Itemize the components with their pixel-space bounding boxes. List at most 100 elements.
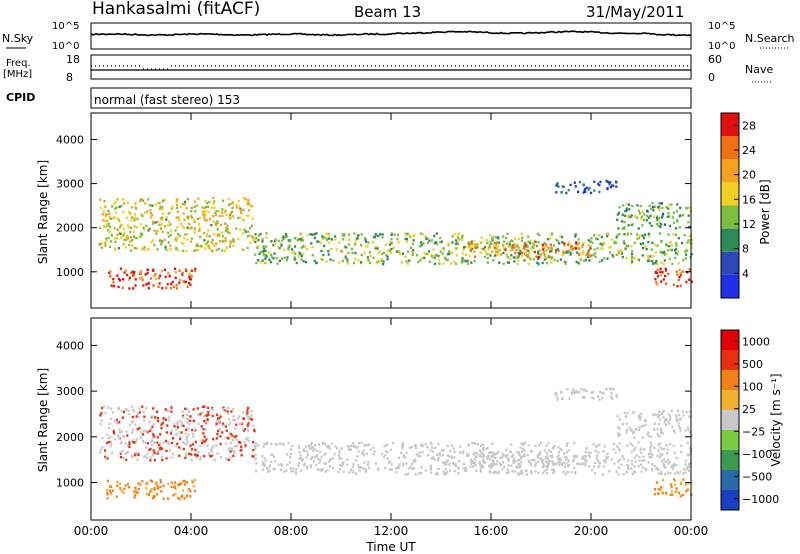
heatmap-cell [505,242,508,245]
heatmap-cell [298,446,301,449]
heatmap-cell [146,430,149,434]
heatmap-cell [123,231,126,234]
heatmap-cell [582,183,585,186]
heatmap-cell [132,230,135,233]
heatmap-cell [498,462,501,466]
heatmap-cell [444,460,447,463]
heatmap-cell [530,450,533,453]
heatmap-cell [120,232,123,236]
heatmap-cell [519,249,522,253]
heatmap-cell [617,249,620,253]
heatmap-cell [618,427,621,430]
heatmap-cell [661,271,664,274]
heatmap-cell [134,284,137,287]
heatmap-cell [411,252,414,255]
heatmap-cell [168,416,171,419]
heatmap-cell [570,470,573,474]
heatmap-cell [470,240,473,243]
heatmap-cell [311,446,314,449]
heatmap-cell [147,248,150,251]
heatmap-cell [567,243,570,246]
nsearch-tick-low: 10^0 [708,41,735,52]
heatmap-cell [629,442,632,445]
heatmap-cell [414,460,417,463]
heatmap-cell [288,244,292,247]
heatmap-cell [372,240,375,244]
heatmap-cell [475,469,478,472]
heatmap-cell [134,493,137,497]
heatmap-cell [637,428,641,432]
heatmap-cell [149,489,152,493]
heatmap-cell [167,241,170,244]
heatmap-cell [128,243,131,247]
heatmap-cell [472,239,475,243]
heatmap-cell [284,232,288,236]
heatmap-cell [321,235,324,238]
heatmap-cell [602,465,605,468]
heatmap-cell [547,441,550,445]
station-title: Hankasalmi (fitACF) [92,0,260,19]
heatmap-cell [618,418,621,421]
heatmap-cell [505,254,508,258]
heatmap-cell [533,243,536,247]
heatmap-cell [633,456,637,459]
heatmap-cell [152,433,155,436]
heatmap-cell [562,461,566,464]
heatmap-cell [520,442,523,445]
heatmap-cell [429,449,432,452]
heatmap-cell [420,257,423,260]
heatmap-cell [374,246,377,250]
heatmap-cell [176,226,179,229]
heatmap-cell [198,229,201,232]
heatmap-cell [159,448,162,451]
heatmap-cell [147,442,150,445]
heatmap-cell [386,255,389,258]
heatmap-cell [667,249,670,252]
heatmap-cell [630,214,633,217]
heatmap-cell [210,249,213,253]
heatmap-cell [112,431,115,434]
heatmap-cell [516,245,519,248]
heatmap-cell [175,287,178,290]
heatmap-cell [323,244,326,248]
heatmap-cell [386,443,389,446]
heatmap-cell [661,448,664,451]
heatmap-cell [569,251,572,254]
heatmap-cell [144,273,147,276]
heatmap-cell [328,460,331,463]
heatmap-cell [479,470,482,473]
heatmap-cell [482,248,485,251]
heatmap-cell [490,463,493,466]
heatmap-cell [180,421,184,425]
velocity-x-axis: 00:00 04:00 08:00 12:00 16:00 20:00 00:00 [74,318,708,538]
heatmap-cell [306,467,309,470]
heatmap-cell [553,258,556,262]
heatmap-cell [604,461,607,464]
heatmap-cell [660,486,663,489]
heatmap-cell [124,269,128,272]
heatmap-cell [186,413,189,417]
heatmap-cell [459,445,462,448]
heatmap-cell [188,410,191,413]
heatmap-cell [527,235,530,238]
heatmap-cell [411,253,414,257]
heatmap-cell [687,220,690,224]
heatmap-cell [627,466,630,470]
heatmap-cell [168,211,171,214]
heatmap-cell [597,460,600,463]
heatmap-cell [435,232,438,235]
heatmap-cell [647,240,650,244]
heatmap-cell [200,244,203,248]
heatmap-cell [600,235,603,239]
heatmap-cell [660,430,663,433]
heatmap-cell [161,216,164,219]
heatmap-cell [585,447,588,450]
heatmap-cell [227,458,230,462]
heatmap-cell [466,454,469,457]
heatmap-cell [631,204,634,208]
heatmap-cell [302,245,305,248]
heatmap-cell [354,257,357,261]
heatmap-cell [126,450,129,454]
heatmap-cell [498,261,501,264]
